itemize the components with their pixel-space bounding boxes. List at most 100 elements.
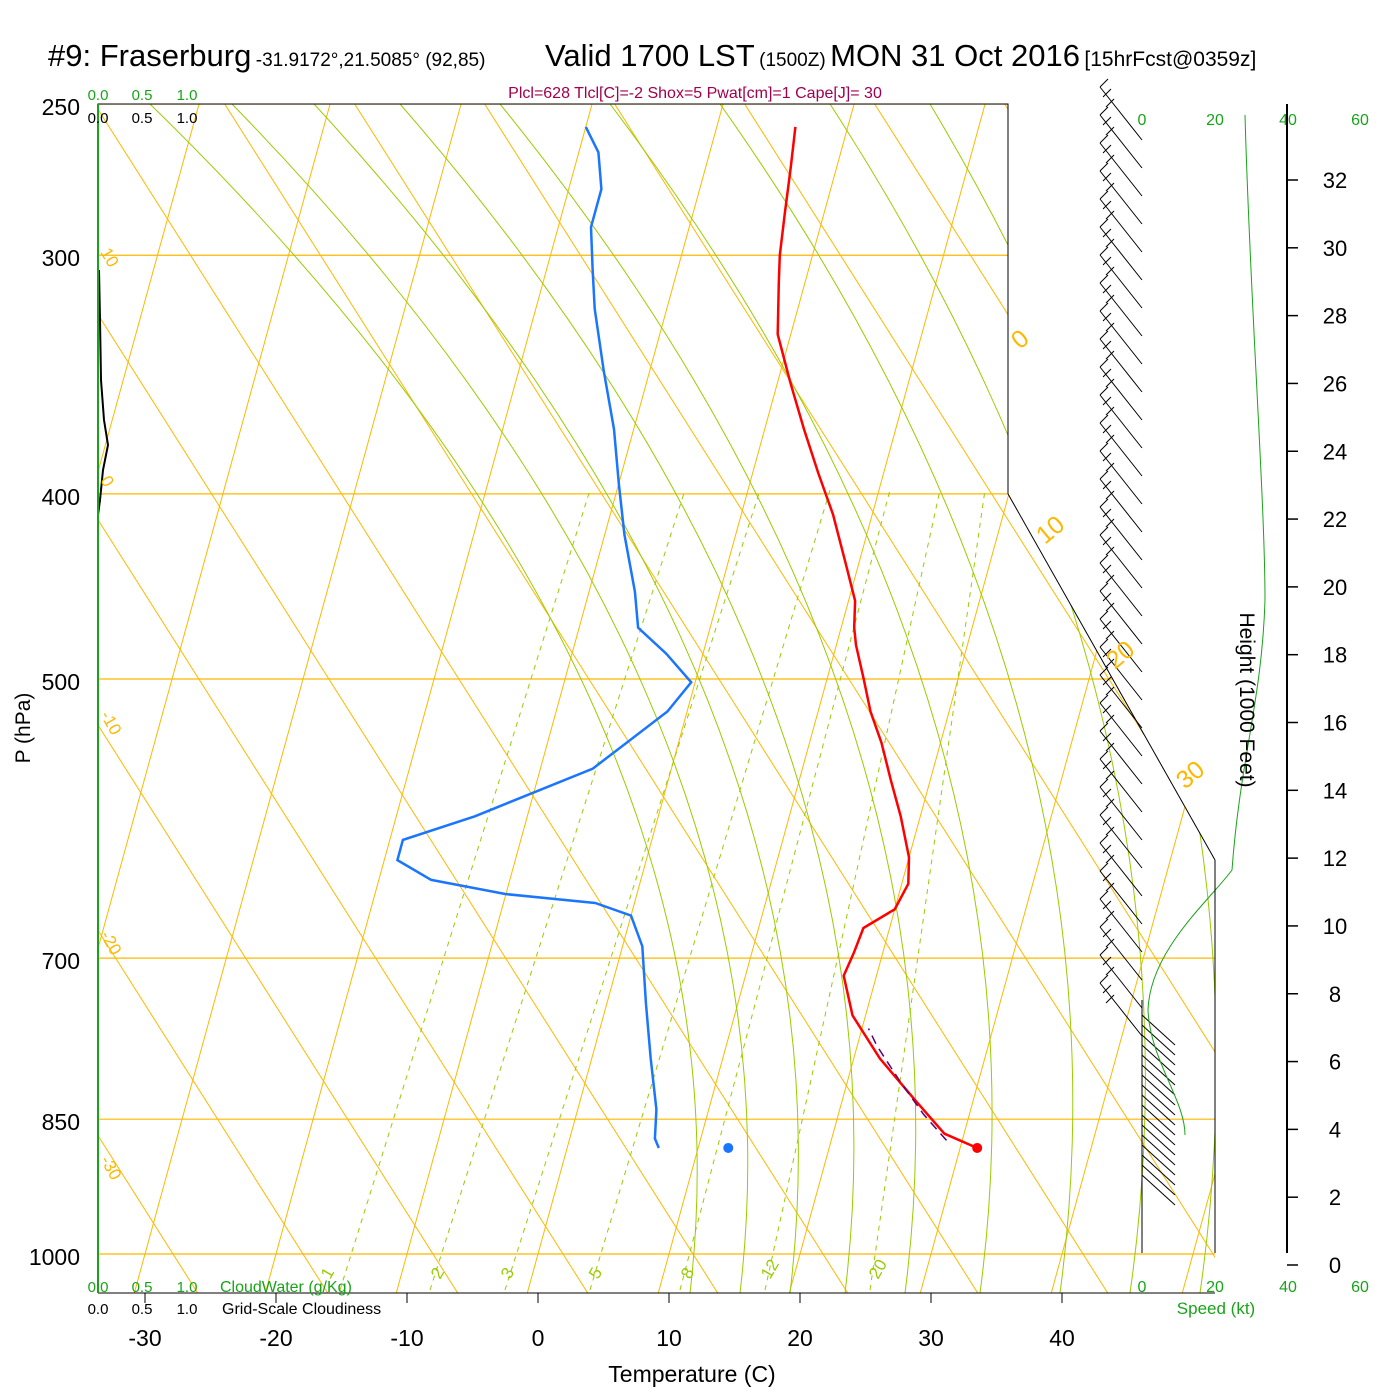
dry-adiabat-line xyxy=(98,104,789,1293)
height-tick-label: 20 xyxy=(1323,575,1347,600)
wind-barb xyxy=(1099,134,1143,197)
speed-tick-top: 0 xyxy=(1138,112,1147,129)
mixing-ratio-lines xyxy=(149,104,1215,1293)
speed-tick-bottom: 40 xyxy=(1279,1279,1297,1296)
wind-barb xyxy=(1099,778,1143,841)
wind-barb xyxy=(1099,302,1143,365)
dry-adiabat-line xyxy=(747,104,1215,1293)
wind-barb xyxy=(1099,750,1143,813)
temperature-profile xyxy=(776,126,978,1150)
wind-barb-low xyxy=(1141,1014,1176,1046)
height-tick-label: 26 xyxy=(1323,371,1347,396)
moist-adiabat-line xyxy=(609,104,993,1293)
height-tick-label: 4 xyxy=(1329,1117,1341,1142)
wind-barb xyxy=(1099,78,1143,141)
moist-adiabat-line xyxy=(231,104,749,1293)
y-tick-label: 500 xyxy=(42,669,80,695)
height-tick-label: 28 xyxy=(1323,304,1347,329)
mixing-ratio-line xyxy=(679,489,891,1291)
mixing-ratio-line xyxy=(764,489,941,1291)
speed-tick-top: 20 xyxy=(1206,112,1224,129)
mixing-ratio-line xyxy=(869,489,986,1291)
x-tick-label: 10 xyxy=(656,1325,682,1351)
height-tick-label: 0 xyxy=(1329,1253,1341,1278)
mixing-ratio-line xyxy=(339,489,591,1291)
isotherm-line xyxy=(98,104,209,1293)
wind-barb xyxy=(1099,582,1143,645)
wind-barb xyxy=(1099,862,1143,925)
wind-barb-low xyxy=(1141,1064,1176,1096)
speed-tick-bottom: 20 xyxy=(1206,1279,1224,1296)
wind-barb-low xyxy=(1141,1054,1176,1086)
cloudiness-profile xyxy=(97,269,110,516)
isotherm-line xyxy=(515,104,864,1293)
wind-barb xyxy=(1099,274,1143,337)
isotherm-line xyxy=(646,104,995,1293)
isotherm-label: -30 xyxy=(97,1153,126,1184)
y-tick-label: 300 xyxy=(42,245,80,271)
mixing-ratio-label: 8 xyxy=(677,1264,698,1282)
height-tick-label: 12 xyxy=(1323,846,1347,871)
wind-barb xyxy=(1099,918,1143,981)
plot-frame xyxy=(97,103,1009,1293)
x-tick-label: 40 xyxy=(1049,1325,1075,1351)
moist-adiabat-line xyxy=(499,104,917,1293)
wind-barb-low xyxy=(1141,1044,1176,1076)
dry-adiabat-line xyxy=(1007,104,1215,1293)
wind-barb-low xyxy=(1141,1084,1176,1116)
surface-temperature-marker xyxy=(972,1142,983,1153)
valid-time: Valid 1700 LST xyxy=(545,38,755,73)
wind-barb-low xyxy=(1141,1114,1176,1146)
wind-barb-low xyxy=(1141,1104,1176,1136)
wind-barb-low xyxy=(1141,1034,1176,1066)
height-tick-label: 24 xyxy=(1323,439,1347,464)
dry-adiabat-line xyxy=(98,104,659,1293)
y-tick-label: 400 xyxy=(42,484,80,510)
wind-barb-low xyxy=(1141,1074,1176,1106)
utc-time: (1500Z) xyxy=(759,50,826,71)
forecast-run: [15hrFcst@0359z] xyxy=(1084,48,1257,71)
dry-adiabat-line xyxy=(98,104,269,1293)
mixing-ratio-label: 5 xyxy=(585,1264,606,1282)
wind-barb xyxy=(1099,386,1143,449)
height-tick-label: 18 xyxy=(1323,643,1347,668)
isotherm-label-right: 0 xyxy=(1006,324,1035,354)
mixing-ratio-label: 3 xyxy=(497,1264,518,1282)
surface-dewpoint-marker xyxy=(723,1142,734,1153)
wind-barb xyxy=(1099,722,1143,785)
isotherm-line xyxy=(98,104,340,1293)
x-tick-label: -10 xyxy=(390,1325,423,1351)
wind-barb-low xyxy=(1141,1134,1176,1166)
x-axis-label: Temperature (C) xyxy=(608,1361,775,1387)
y-tick-label: 700 xyxy=(42,948,80,974)
isotherm-label: 10 xyxy=(97,245,123,271)
wind-speed-profile xyxy=(1147,114,1266,1136)
height-tick-label: 30 xyxy=(1323,236,1347,261)
isotherm-line xyxy=(384,104,733,1293)
wind-barb xyxy=(1099,834,1143,897)
speed-tick-bottom: 60 xyxy=(1351,1279,1369,1296)
dry-adiabat-line xyxy=(1137,104,1215,1293)
height-axis-label: Height (1000 Feet) xyxy=(1235,612,1258,787)
mixing-ratio-label: 20 xyxy=(865,1256,891,1282)
y-tick-label: 250 xyxy=(42,94,80,120)
wind-barb xyxy=(1099,218,1143,281)
speed-axis-label: Speed (kt) xyxy=(1177,1299,1255,1318)
dewpoint-profile xyxy=(395,126,693,1149)
wind-barb-low xyxy=(1141,1174,1176,1206)
cloudwater-tick-bottom: 1.0 xyxy=(177,1279,198,1296)
wind-barb xyxy=(1099,442,1143,505)
plot-frame-diagonal xyxy=(1007,493,1216,861)
wind-barb xyxy=(1099,190,1143,253)
isotherm-label: 0 xyxy=(97,473,118,491)
wind-barb xyxy=(1099,890,1143,953)
cloudwater-tick-top: 0.5 xyxy=(132,87,153,104)
dry-adiabat-line xyxy=(98,104,919,1293)
dry-adiabat-line xyxy=(98,104,529,1293)
x-tick-label: 0 xyxy=(532,1325,545,1351)
cloudwater-tick-bottom: 0.5 xyxy=(132,1279,153,1296)
moist-adiabat-line xyxy=(829,104,1146,1293)
isotherm-line xyxy=(777,104,1126,1293)
